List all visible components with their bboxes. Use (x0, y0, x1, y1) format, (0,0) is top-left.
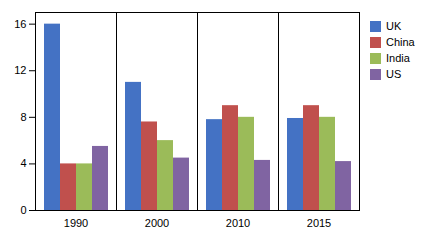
svg-text:16: 16 (14, 18, 26, 30)
svg-text:1990: 1990 (64, 217, 88, 229)
html-text:US: US (386, 68, 402, 80)
svg-text:2015: 2015 (307, 217, 331, 229)
svg-text:2000: 2000 (145, 217, 169, 229)
svg-text:0: 0 (20, 204, 26, 216)
svg-text:2010: 2010 (226, 217, 250, 229)
svg-text:8: 8 (20, 111, 26, 123)
html-text:India: India (386, 52, 410, 64)
html-text:China: China (386, 36, 415, 48)
svg-text:4: 4 (20, 157, 26, 169)
svg-text:12: 12 (14, 64, 26, 76)
html-text:UK: UK (386, 20, 402, 32)
